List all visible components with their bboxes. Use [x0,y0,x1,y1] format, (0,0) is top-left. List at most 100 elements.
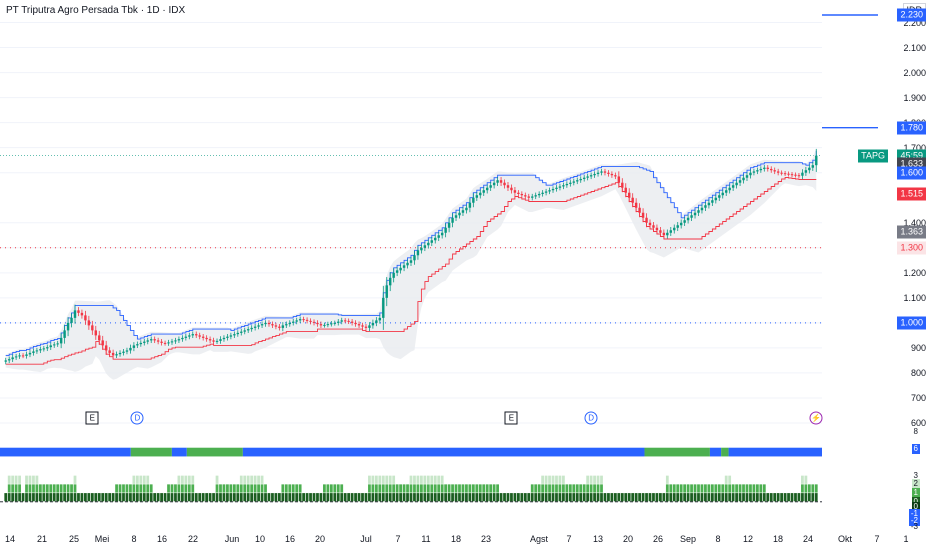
signal-bar [794,493,797,502]
candle-body [759,168,763,171]
signal-bar [80,493,84,502]
candle-body [267,322,271,325]
signal-bar [70,493,73,502]
signal-bar [264,484,267,493]
signal-bar [579,493,583,502]
signal-bar [752,493,756,502]
indicator-pane [0,447,822,503]
signal-bar [471,484,475,493]
candle-body [129,347,132,351]
candle-body [108,350,111,353]
signal-bar [38,493,42,502]
signal-bar [416,484,420,493]
signal-bar [253,493,257,502]
signal-bar [146,475,150,484]
candle-body [399,267,402,271]
trend-bar [242,447,645,457]
signal-bar [420,484,423,493]
price-label: 1.100 [903,292,926,303]
target-lines [822,14,878,129]
candle-body [77,310,80,313]
signal-bar [142,475,146,484]
candle-body [593,173,596,176]
signal-bar [548,475,551,484]
signal-bar [368,475,371,484]
candle-body [645,217,648,223]
time-label: 8 [131,534,137,544]
signal-bar [70,484,73,493]
signal-bar [56,484,60,493]
signal-bar [32,475,35,484]
signal-bar [87,493,91,502]
signal-bar [11,493,15,502]
candle-body [226,336,229,338]
candle-body [389,277,392,286]
time-label: 16 [156,534,168,544]
earnings-event-icon[interactable]: E [504,411,518,425]
candle-body [437,235,440,238]
candle-body [285,324,288,326]
signal-bar [357,493,361,502]
earnings-event-icon[interactable]: E [85,411,99,425]
signal-bar [340,493,344,502]
signal-bar [506,493,510,502]
signal-bar [139,475,143,484]
dividend-event-icon[interactable]: D [584,411,598,425]
candle-body [458,212,461,216]
signal-bar [409,493,413,502]
signal-bar [298,484,302,493]
candle-body [333,322,337,324]
signal-bar [468,484,472,493]
signal-bar [329,493,333,502]
candle-body [506,185,510,188]
signal-bar [316,493,319,502]
candle-body [780,172,783,174]
candle-body [312,321,316,323]
signal-bar [762,493,766,502]
dividend-event-icon[interactable]: D [130,411,144,425]
candle-body [423,245,427,248]
signal-bar [181,493,184,502]
signal-bar [447,493,451,502]
signal-bar [607,493,610,502]
candle-body [281,325,285,328]
price-label: 700 [910,392,926,403]
signal-bar [596,493,600,502]
signal-bar [496,484,499,493]
signal-bar [135,493,139,502]
candle-body [94,330,98,336]
signal-bar [323,493,326,502]
signal-bar [485,484,489,493]
candle-body [35,350,39,352]
signal-bar [11,475,15,484]
signal-bar [229,493,233,502]
candle-body [607,172,610,174]
signal-bar [717,484,721,493]
signal-bar [253,475,257,484]
signal-bar [156,493,160,502]
signal-bar [620,493,624,502]
signal-bar [766,493,770,502]
candle-body [551,188,555,191]
signal-bar [14,475,18,484]
time-label: Jul [360,534,372,544]
signal-bar [610,493,614,502]
signal-bar [260,493,264,502]
split-event-icon[interactable]: ⚡ [809,411,823,425]
signal-bar [395,484,399,493]
signal-bar [440,475,444,484]
signal-bar [659,493,662,502]
candle-body [181,337,184,340]
signal-bar [530,493,534,502]
trend-bar [171,447,187,457]
signal-bar [465,484,468,493]
candle-body [70,317,73,323]
signal-bar [769,493,773,502]
price-label: 2.000 [903,67,926,78]
candle-body [28,352,32,355]
candle-body [693,212,697,216]
signal-bar [274,493,278,502]
signal-bar [589,484,593,493]
signal-bar [423,493,427,502]
